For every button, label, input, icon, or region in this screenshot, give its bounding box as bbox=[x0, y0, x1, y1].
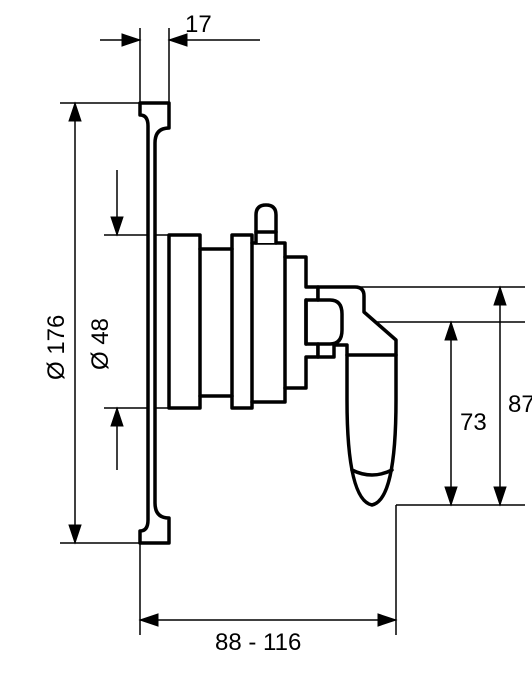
dim-176-label: Ø 176 bbox=[43, 315, 70, 380]
dim-87-label: 87 bbox=[508, 391, 532, 418]
dim-48-label: Ø 48 bbox=[87, 318, 114, 370]
dim-73-label: 73 bbox=[460, 409, 487, 436]
dim-depth-label: 88 - 116 bbox=[215, 629, 301, 656]
dim-17-label: 17 bbox=[185, 11, 212, 38]
